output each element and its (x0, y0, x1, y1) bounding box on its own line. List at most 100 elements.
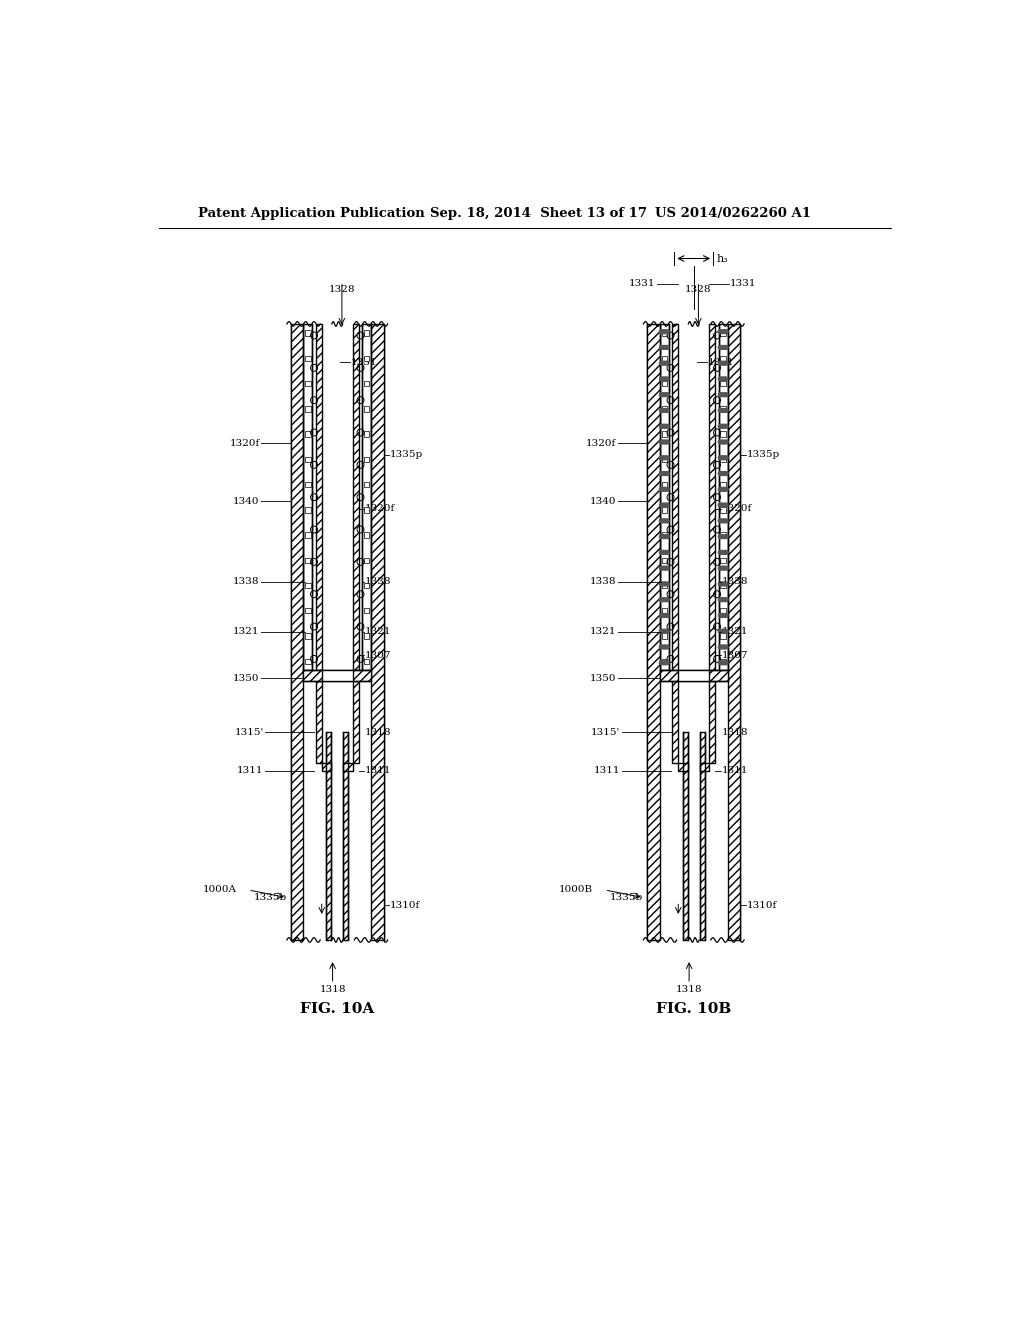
Bar (305, 432, 310, 437)
Circle shape (720, 645, 724, 649)
Circle shape (662, 630, 666, 634)
Bar (291, 323, 303, 940)
Text: 1338: 1338 (233, 577, 260, 586)
Bar (303, 671, 372, 681)
Circle shape (724, 550, 728, 554)
Circle shape (666, 393, 669, 396)
Bar (721, 532, 726, 537)
Bar (327, 733, 331, 940)
Bar (662, 634, 667, 639)
Circle shape (662, 645, 666, 649)
Circle shape (666, 362, 669, 366)
Bar (721, 557, 726, 562)
Text: 1335b: 1335b (610, 894, 643, 902)
Text: 1350: 1350 (590, 673, 616, 682)
Bar (305, 609, 310, 614)
Circle shape (666, 550, 669, 554)
Bar (322, 671, 352, 681)
Circle shape (662, 550, 666, 554)
Text: 1315': 1315' (591, 727, 621, 737)
Text: 1321: 1321 (722, 627, 749, 636)
Text: 1310f: 1310f (746, 900, 776, 909)
Bar (683, 733, 687, 940)
Circle shape (719, 393, 722, 396)
Bar (721, 432, 726, 437)
Circle shape (722, 566, 726, 570)
Text: 1320f: 1320f (722, 504, 752, 513)
Bar (710, 681, 716, 763)
Circle shape (719, 566, 722, 570)
Circle shape (719, 378, 722, 381)
Circle shape (664, 393, 668, 396)
Text: 1338: 1338 (722, 577, 749, 586)
Bar (721, 457, 726, 462)
Circle shape (662, 566, 666, 570)
Circle shape (720, 598, 724, 602)
Circle shape (664, 550, 668, 554)
Circle shape (666, 346, 669, 350)
Circle shape (724, 519, 728, 523)
Bar (315, 681, 322, 763)
Bar (343, 763, 352, 771)
Circle shape (722, 440, 726, 444)
Bar (678, 671, 710, 681)
Circle shape (664, 598, 668, 602)
Text: 1331: 1331 (708, 358, 734, 367)
Text: 1315': 1315' (234, 727, 263, 737)
Bar (672, 323, 678, 671)
Circle shape (724, 362, 728, 366)
Circle shape (722, 330, 726, 334)
Circle shape (724, 330, 728, 334)
Text: 1335p: 1335p (746, 450, 779, 459)
Bar (364, 507, 370, 512)
Bar (659, 323, 669, 671)
Text: 1328: 1328 (329, 285, 355, 294)
Circle shape (722, 409, 726, 412)
Circle shape (664, 630, 668, 634)
Circle shape (722, 661, 726, 665)
Text: 1310f: 1310f (390, 900, 420, 909)
Bar (721, 482, 726, 487)
Circle shape (666, 582, 669, 586)
Bar (305, 659, 310, 664)
Circle shape (724, 346, 728, 350)
Circle shape (659, 614, 664, 618)
Circle shape (662, 535, 666, 539)
Circle shape (724, 471, 728, 475)
Circle shape (720, 582, 724, 586)
Circle shape (666, 519, 669, 523)
Text: 1311: 1311 (722, 766, 749, 775)
Circle shape (664, 487, 668, 491)
Circle shape (666, 566, 669, 570)
Text: 1307: 1307 (722, 651, 749, 660)
Circle shape (664, 535, 668, 539)
Bar (721, 659, 726, 664)
Bar (700, 763, 710, 771)
Circle shape (719, 503, 722, 507)
Circle shape (720, 614, 724, 618)
Circle shape (666, 598, 669, 602)
Text: 1318: 1318 (366, 727, 391, 737)
Circle shape (722, 455, 726, 459)
Text: 1338: 1338 (366, 577, 391, 586)
Circle shape (659, 598, 664, 602)
Bar (721, 407, 726, 412)
Bar (721, 330, 726, 335)
Circle shape (719, 661, 722, 665)
Circle shape (719, 346, 722, 350)
Circle shape (724, 566, 728, 570)
Bar (662, 659, 667, 664)
Circle shape (722, 503, 726, 507)
Bar (662, 457, 667, 462)
Circle shape (662, 378, 666, 381)
Circle shape (719, 614, 722, 618)
Circle shape (662, 487, 666, 491)
Bar (364, 609, 370, 614)
Bar (721, 634, 726, 639)
Bar (719, 323, 728, 671)
Circle shape (662, 330, 666, 334)
Circle shape (659, 346, 664, 350)
Circle shape (659, 330, 664, 334)
Circle shape (720, 661, 724, 665)
Bar (662, 355, 667, 362)
